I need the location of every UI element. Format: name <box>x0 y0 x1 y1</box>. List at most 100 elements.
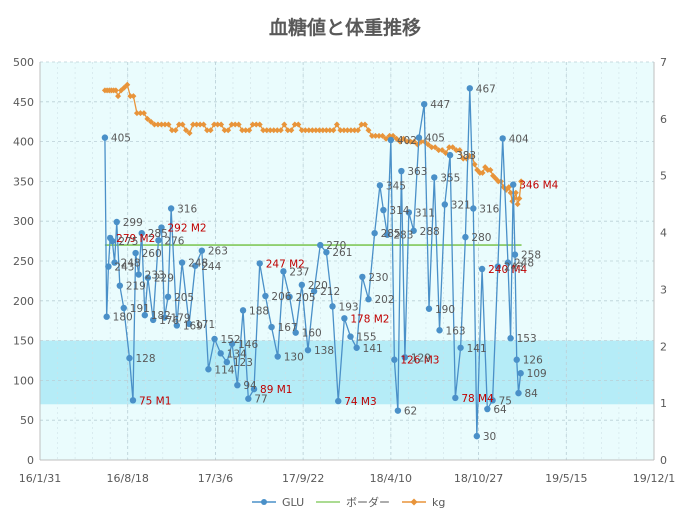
glu-data-label: 160 <box>302 328 322 340</box>
glu-point <box>211 335 218 343</box>
glu-point <box>164 293 172 301</box>
glu-point <box>185 320 193 328</box>
legend-kg-label: kg <box>432 496 445 509</box>
glu-point <box>499 135 506 142</box>
kg-point <box>193 121 200 128</box>
glu-point <box>280 268 287 275</box>
kg-point <box>507 189 514 196</box>
glu-data-label: 155 <box>357 332 377 344</box>
glu-data-label: 237 <box>289 266 309 278</box>
glu-point <box>405 209 413 216</box>
glu-data-label: 405 <box>111 133 131 145</box>
y-right-tick-label: 4 <box>660 227 667 240</box>
glu-point <box>256 260 263 267</box>
glu-point <box>105 263 112 270</box>
kg-point <box>351 127 358 134</box>
kg-point <box>267 127 274 134</box>
glu-point <box>111 259 118 266</box>
x-tick-label: 19/5/15 <box>545 472 587 485</box>
y-left-tick-label: 300 <box>13 215 34 228</box>
glu-data-label: 114 <box>214 364 234 376</box>
kg-point <box>337 127 344 134</box>
glu-data-label: 163 <box>446 325 466 337</box>
kg-point <box>400 135 407 142</box>
glu-point <box>103 313 110 320</box>
glu-data-label: 402 <box>397 135 417 147</box>
kg-point <box>228 121 235 128</box>
glu-point <box>398 167 405 175</box>
glu-data-label: 247 M2 <box>266 258 305 270</box>
kg-point <box>172 127 179 134</box>
kg-point <box>397 138 404 145</box>
glu-point <box>470 205 477 212</box>
glu-data-label: 279 M2 <box>116 233 155 245</box>
glu-data-label: 130 <box>284 352 304 364</box>
glu-data-label: 180 <box>113 312 133 324</box>
kg-point <box>312 127 319 134</box>
kg-point <box>158 121 165 128</box>
glu-data-label: 190 <box>435 304 455 316</box>
kg-point <box>281 121 288 128</box>
kg-point <box>295 121 302 128</box>
kg-point <box>383 135 390 142</box>
glu-data-label: 202 <box>374 294 394 306</box>
kg-point <box>326 127 333 134</box>
glu-data-label: 316 <box>479 203 499 215</box>
glu-data-label: 248 <box>121 258 141 270</box>
glu-data-label: 94 <box>243 380 257 392</box>
kg-point <box>512 189 519 196</box>
glu-data-label: 129 <box>411 352 431 364</box>
kg-point <box>270 127 277 134</box>
glu-data-label: 176 <box>159 315 179 327</box>
glu-data-label: 188 <box>249 305 269 317</box>
glu-data-label: 212 <box>320 286 340 298</box>
glu-data-label: 109 <box>527 368 547 380</box>
glu-point <box>359 273 366 281</box>
kg-point <box>147 118 154 125</box>
kg-point <box>376 132 383 139</box>
glu-point <box>420 100 428 108</box>
kg-point <box>218 121 225 128</box>
y-left-tick-label: 350 <box>13 175 34 188</box>
glu-data-label: 260 <box>142 248 162 260</box>
kg-point <box>333 121 340 128</box>
kg-point <box>372 132 379 139</box>
glu-point <box>510 181 517 188</box>
kg-point <box>179 121 186 128</box>
glu-data-label: 311 <box>415 207 435 219</box>
glu-point <box>380 206 387 214</box>
glu-data-label: 270 <box>326 240 346 252</box>
glu-data-label: 285 <box>381 228 401 240</box>
kg-point <box>368 132 375 139</box>
kg-point <box>354 127 361 134</box>
glu-point <box>394 407 402 414</box>
glu-point <box>109 237 116 245</box>
glu-point <box>239 307 247 314</box>
glu-data-label: 152 <box>221 334 241 346</box>
glu-data-label: 283 <box>393 230 413 242</box>
glu-data-label: 345 <box>386 180 406 192</box>
kg-point <box>316 127 323 134</box>
glu-point <box>298 281 306 289</box>
kg-point <box>197 121 204 128</box>
glu-data-label: 146 <box>238 339 258 351</box>
glu-point <box>452 394 459 402</box>
glu-data-label: 191 <box>130 303 150 315</box>
glu-point <box>286 293 293 301</box>
kg-point <box>144 115 151 122</box>
glu-point <box>217 350 224 357</box>
glu-data-label: 171 <box>195 319 215 331</box>
glu-point <box>155 237 162 244</box>
glu-point <box>462 233 469 241</box>
glu-point <box>192 262 199 269</box>
glu-point <box>384 231 391 238</box>
glu-point <box>141 311 149 319</box>
kg-point <box>407 138 414 145</box>
kg-point <box>242 127 249 134</box>
glu-point <box>401 354 409 361</box>
glu-point <box>317 241 324 249</box>
glu-point <box>494 263 502 270</box>
glu-data-label: 346 M4 <box>519 180 558 192</box>
kg-point <box>361 121 368 128</box>
x-tick-label: 17/3/6 <box>198 472 233 485</box>
